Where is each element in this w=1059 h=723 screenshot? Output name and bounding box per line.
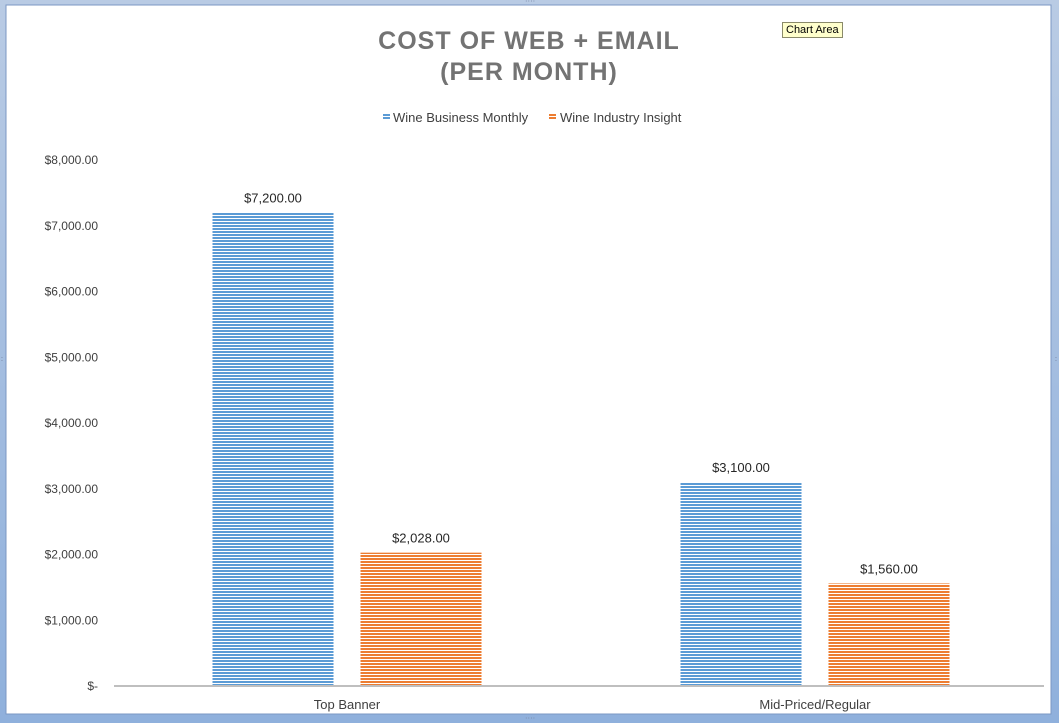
bar-wine-business-monthly-mid-priced-regular[interactable]: [680, 482, 802, 686]
y-tick-label: $5,000.00: [45, 350, 99, 364]
legend-label-wine-industry-insight: Wine Industry Insight: [560, 110, 682, 125]
left-resize-handle[interactable]: :: [0, 354, 4, 363]
y-tick-label: $1,000.00: [45, 613, 99, 627]
bar-wine-industry-insight-mid-priced-regular[interactable]: [828, 583, 950, 686]
bar-wine-industry-insight-top-banner[interactable]: [360, 552, 482, 686]
data-label-wine-industry-insight-mid-priced-regular: $1,560.00: [860, 561, 918, 576]
y-tick-label: $7,000.00: [45, 219, 99, 233]
x-tick-label-top-banner: Top Banner: [314, 697, 381, 712]
data-label-wine-business-monthly-top-banner: $7,200.00: [244, 191, 302, 206]
chart-title-line2: (PER MONTH): [440, 58, 618, 86]
chart-area-tooltip: Chart Area: [782, 22, 843, 38]
bar-wine-business-monthly-top-banner[interactable]: [212, 212, 334, 686]
y-axis: $- $1,000.00 $2,000.00 $3,000.00 $4,000.00 $5…: [45, 153, 99, 693]
x-axis: Top Banner Mid-Priced/Regular: [114, 685, 1044, 712]
bars: $7,200.00 $2,028.00 $3,100.00 $1,560.00: [212, 191, 950, 686]
y-tick-label: $6,000.00: [45, 285, 99, 299]
chart-title-line1: COST OF WEB + EMAIL: [378, 27, 680, 55]
data-label-wine-industry-insight-top-banner: $2,028.00: [392, 531, 450, 546]
legend-swatch-wine-business-monthly: [383, 113, 390, 120]
legend-swatch-wine-industry-insight: [549, 113, 556, 120]
right-resize-handle[interactable]: :: [1054, 354, 1058, 363]
y-tick-label: $8,000.00: [45, 153, 99, 167]
top-resize-handle[interactable]: ····: [525, 0, 536, 6]
bottom-resize-handle[interactable]: ····: [525, 714, 536, 723]
y-tick-label: $4,000.00: [45, 416, 99, 430]
legend-label-wine-business-monthly: Wine Business Monthly: [393, 110, 529, 125]
y-tick-label: $3,000.00: [45, 482, 99, 496]
data-label-wine-business-monthly-mid-priced-regular: $3,100.00: [712, 460, 770, 475]
y-tick-label: $-: [87, 679, 98, 693]
legend: Wine Business Monthly Wine Industry Insi…: [383, 110, 682, 125]
x-tick-label-mid-priced-regular: Mid-Priced/Regular: [759, 697, 871, 712]
y-tick-label: $2,000.00: [45, 548, 99, 562]
